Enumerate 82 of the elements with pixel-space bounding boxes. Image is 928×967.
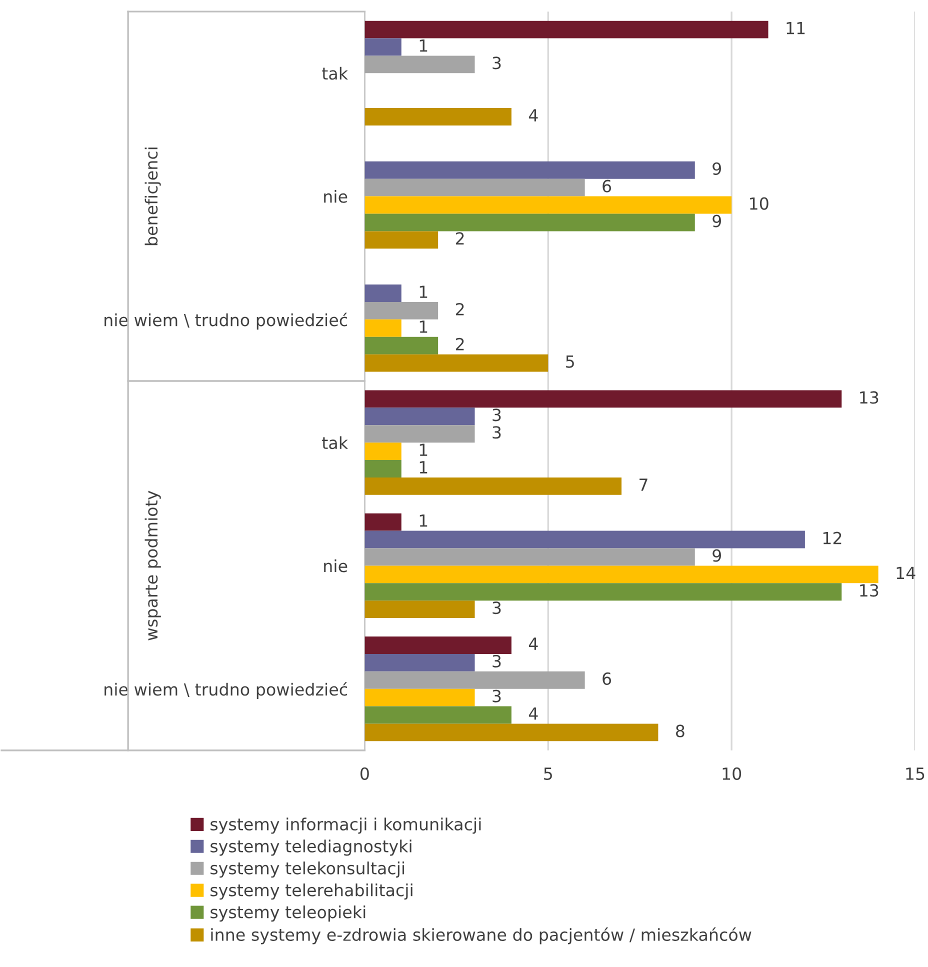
- bar: [364, 600, 475, 618]
- bar: [364, 583, 842, 601]
- data-label: 1: [420, 39, 428, 52]
- bar: [364, 408, 475, 426]
- bar: [364, 442, 402, 460]
- bar: [364, 530, 805, 548]
- legend-label: systemy telekonsultacji: [210, 862, 404, 878]
- text: beneficjenci: [144, 148, 161, 246]
- bar: [364, 671, 585, 689]
- data-label: 2: [456, 338, 464, 350]
- text: wsparte podmioty: [144, 490, 161, 640]
- bar: [364, 688, 475, 706]
- data-label: 9: [712, 214, 721, 228]
- y-tick-label: nie wiem \ trudno powiedzieć: [104, 682, 348, 699]
- data-label: 3: [492, 408, 501, 422]
- data-label: 11: [786, 22, 805, 34]
- bar: [364, 513, 402, 531]
- bar: [364, 214, 695, 232]
- data-label: 9: [712, 162, 721, 175]
- bar: [364, 654, 475, 672]
- legend-label: systemy telediagnostyki: [210, 840, 412, 856]
- bar: [364, 178, 585, 196]
- legend-label: systemy telerehabilitacji: [210, 884, 412, 900]
- data-label: 13: [860, 584, 878, 597]
- data-label: 13: [860, 391, 878, 404]
- data-label: 3: [492, 426, 501, 439]
- data-label: 1: [420, 320, 428, 333]
- bar: [364, 20, 768, 38]
- y-tick-label: tak: [322, 436, 348, 450]
- bar: [364, 706, 512, 724]
- data-label: 10: [750, 197, 768, 210]
- legend-label: inne systemy e-zdrowia skierowane do pacjentów / mieszkańców: [211, 927, 752, 944]
- data-label: 3: [492, 654, 501, 668]
- data-label: 2: [456, 232, 464, 245]
- data-label: 3: [492, 56, 501, 70]
- data-label: 6: [602, 180, 612, 192]
- data-label: 4: [528, 707, 538, 720]
- data-label: 1: [420, 444, 428, 456]
- legend-label: systemy teleopieki: [210, 905, 366, 922]
- data-label: 6: [602, 672, 612, 685]
- data-label: 12: [823, 532, 842, 544]
- bar: [364, 231, 438, 249]
- data-label: 3: [492, 690, 501, 702]
- data-label: 1: [420, 286, 428, 298]
- bar: [364, 284, 402, 302]
- bar: [364, 302, 438, 320]
- data-label: 5: [566, 355, 574, 368]
- data-label: 14: [896, 566, 916, 580]
- y-tick-label: nie: [324, 190, 348, 203]
- data-label: 2: [456, 302, 464, 316]
- y-tick-label: nie: [324, 559, 348, 572]
- bar: [364, 108, 512, 126]
- bar: [364, 336, 438, 354]
- legend-label: systemy informacji i komunikacji: [210, 818, 481, 834]
- bar: [364, 566, 878, 584]
- bar: [364, 354, 548, 372]
- data-label: 3: [492, 602, 501, 614]
- bar: [364, 319, 402, 337]
- x-tick-label: 5: [544, 768, 552, 780]
- data-label: 7: [640, 478, 648, 491]
- y-tick-label: tak: [322, 66, 348, 80]
- bar: [364, 425, 475, 443]
- bar: [364, 38, 402, 56]
- data-label: 8: [676, 724, 684, 738]
- data-label: 4: [528, 638, 538, 650]
- bar: [364, 460, 402, 478]
- y-tick-label: nie wiem \ trudno powiedzieć: [104, 312, 348, 330]
- x-tick-label: 10: [722, 767, 742, 780]
- bar: [364, 636, 512, 654]
- bar: [364, 548, 695, 566]
- bar: [364, 161, 695, 179]
- x-tick-label: 0: [360, 767, 369, 780]
- x-tick-label: 15: [906, 768, 924, 780]
- data-label: 9: [712, 549, 721, 562]
- bar: [364, 196, 732, 214]
- data-label: 4: [528, 109, 538, 122]
- data-label: 1: [420, 461, 428, 474]
- bar: [364, 477, 622, 495]
- bar: [364, 390, 842, 408]
- data-label: 1: [420, 514, 428, 527]
- bar: [364, 56, 475, 74]
- bar: [364, 724, 658, 742]
